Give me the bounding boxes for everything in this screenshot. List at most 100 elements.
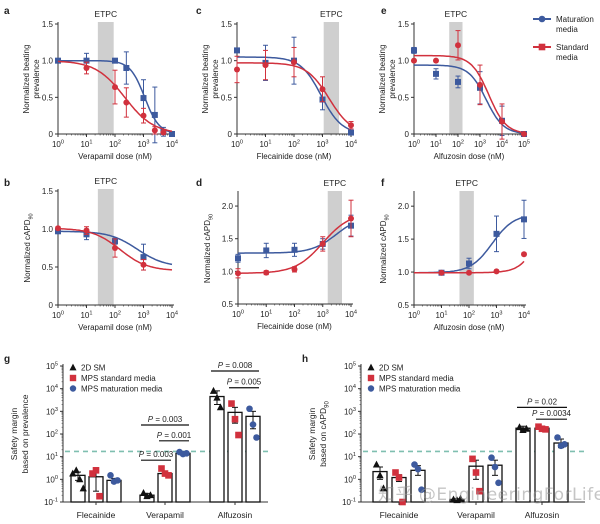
- y-tick-label: 0: [228, 130, 233, 139]
- etpc-band: [323, 22, 340, 134]
- data-point-standard: [83, 227, 90, 234]
- etpc-label: ETPC: [324, 178, 347, 188]
- y-axis-label: Normalized beatingprevalence: [201, 45, 220, 114]
- y-tick-label: 104: [46, 384, 58, 394]
- y-tick-label: 102: [344, 430, 356, 440]
- data-point-standard: [319, 240, 326, 247]
- legend-label: media: [556, 25, 578, 34]
- p-value-label: P = 0.003: [139, 450, 174, 459]
- data-point-standard: [228, 400, 235, 407]
- y-tick-label: 1.5: [221, 20, 233, 29]
- data-point-standard: [466, 269, 472, 276]
- data-point-standard: [521, 251, 527, 258]
- data-point-maturation: [495, 479, 502, 487]
- y-tick-label: 100: [344, 475, 356, 485]
- data-point-maturation: [348, 129, 354, 136]
- data-point-standard: [493, 268, 500, 275]
- category-label: Alfuzosin: [525, 510, 560, 520]
- data-point-maturation: [291, 246, 298, 253]
- data-point-standard: [234, 66, 240, 73]
- data-point-twod: [76, 475, 84, 483]
- data-point-maturation: [249, 421, 257, 428]
- panel-f: f ETPC 0.5 1.0 1.5 2.0 100 101 102 103 104 Alfuzosi…: [379, 178, 530, 332]
- panel-letter: c: [196, 6, 202, 17]
- panel-letter: h: [302, 354, 308, 365]
- y-tick-label: 0.5: [221, 93, 233, 102]
- x-tick-label: 102: [109, 311, 121, 321]
- x-axis-label: Alfuzosin dose (nM): [434, 152, 505, 161]
- y-tick-label: 1.0: [221, 57, 233, 66]
- panel-e: e ETPC 0 0.5 1.0 1.5 100 101 102 103 104 105 Alfuzos…: [378, 6, 530, 161]
- x-axis-label: Verapamil dose (nM): [78, 323, 152, 332]
- legend-label: Standard: [556, 43, 588, 52]
- data-point-maturation: [414, 465, 422, 473]
- y-axis-label: Normalized beatingprevalence: [22, 45, 41, 114]
- y-tick-label: 1.0: [398, 57, 410, 66]
- x-tick-label: 101: [435, 311, 447, 321]
- category-label: Verapamil: [146, 510, 184, 520]
- x-tick-label: 104: [166, 140, 178, 150]
- x-tick-label: 102: [463, 311, 475, 321]
- etpc-band: [327, 191, 342, 304]
- fit-curve-maturation: [58, 230, 173, 266]
- y-tick-label: 1.5: [222, 235, 234, 244]
- data-point-twod: [213, 393, 221, 401]
- data-point-twod: [372, 460, 381, 468]
- data-point-standard: [476, 487, 483, 495]
- x-axis-label: Alfuzosin dose (nM): [434, 323, 505, 332]
- data-point-standard: [140, 261, 147, 268]
- y-tick-label: 103: [344, 407, 356, 417]
- watermark: 知乎 @EngineeringForLife: [378, 485, 600, 505]
- data-point-maturation: [488, 454, 495, 462]
- data-point-maturation: [466, 260, 472, 267]
- data-point-standard: [55, 225, 61, 232]
- legend-marker-standard: [538, 43, 546, 51]
- fit-curve-standard: [413, 54, 525, 134]
- legend-label: MPS maturation media: [379, 385, 461, 394]
- data-point-standard: [92, 467, 100, 474]
- data-point-maturation: [83, 57, 90, 64]
- etpc-label: ETPC: [455, 178, 478, 188]
- data-point-maturation: [107, 472, 114, 479]
- data-point-maturation: [411, 461, 418, 468]
- data-point-standard: [499, 118, 505, 125]
- data-point-standard: [399, 498, 406, 506]
- data-point-maturation: [123, 65, 130, 71]
- data-point-maturation: [433, 70, 439, 77]
- data-point-standard: [83, 65, 90, 71]
- bar-maturation: [175, 452, 191, 503]
- data-point-standard: [433, 57, 439, 64]
- panel-letter: a: [4, 6, 10, 17]
- data-point-twod: [209, 386, 218, 394]
- x-tick-label: 101: [80, 140, 92, 150]
- x-tick-label: 103: [317, 310, 329, 320]
- panel-letter: e: [381, 6, 387, 17]
- y-tick-label: 103: [46, 407, 58, 417]
- x-tick-label: 100: [52, 140, 64, 150]
- p-value-label: P = 0.003: [148, 415, 183, 424]
- p-value-label: P = 0.02: [527, 397, 558, 406]
- etpc-label: ETPC: [94, 176, 117, 186]
- data-point-standard: [395, 474, 403, 481]
- data-point-standard: [262, 62, 269, 69]
- data-point-standard: [392, 469, 399, 476]
- y-tick-label: 0.5: [398, 93, 410, 102]
- y-tick-label: 0: [405, 130, 410, 139]
- data-point-maturation: [253, 434, 260, 441]
- x-tick-label: 101: [259, 140, 271, 150]
- y-tick-label: 105: [344, 362, 356, 372]
- x-tick-label: 102: [288, 140, 300, 150]
- x-tick-label: 100: [408, 311, 420, 321]
- panel-letter: b: [4, 178, 10, 189]
- data-point-standard: [319, 86, 326, 93]
- y-tick-label: 0.5: [42, 93, 54, 102]
- data-point-standard: [235, 431, 242, 439]
- data-point-standard: [455, 42, 461, 49]
- fit-curve-maturation: [414, 64, 525, 134]
- x-axis-label: Flecainide dose (nM): [257, 152, 332, 161]
- y-tick-label: 102: [46, 430, 58, 440]
- y-tick-label: 104: [344, 384, 356, 394]
- y-axis-label: Safety marginbased on cAPD90: [307, 400, 331, 466]
- data-point-maturation: [246, 405, 253, 413]
